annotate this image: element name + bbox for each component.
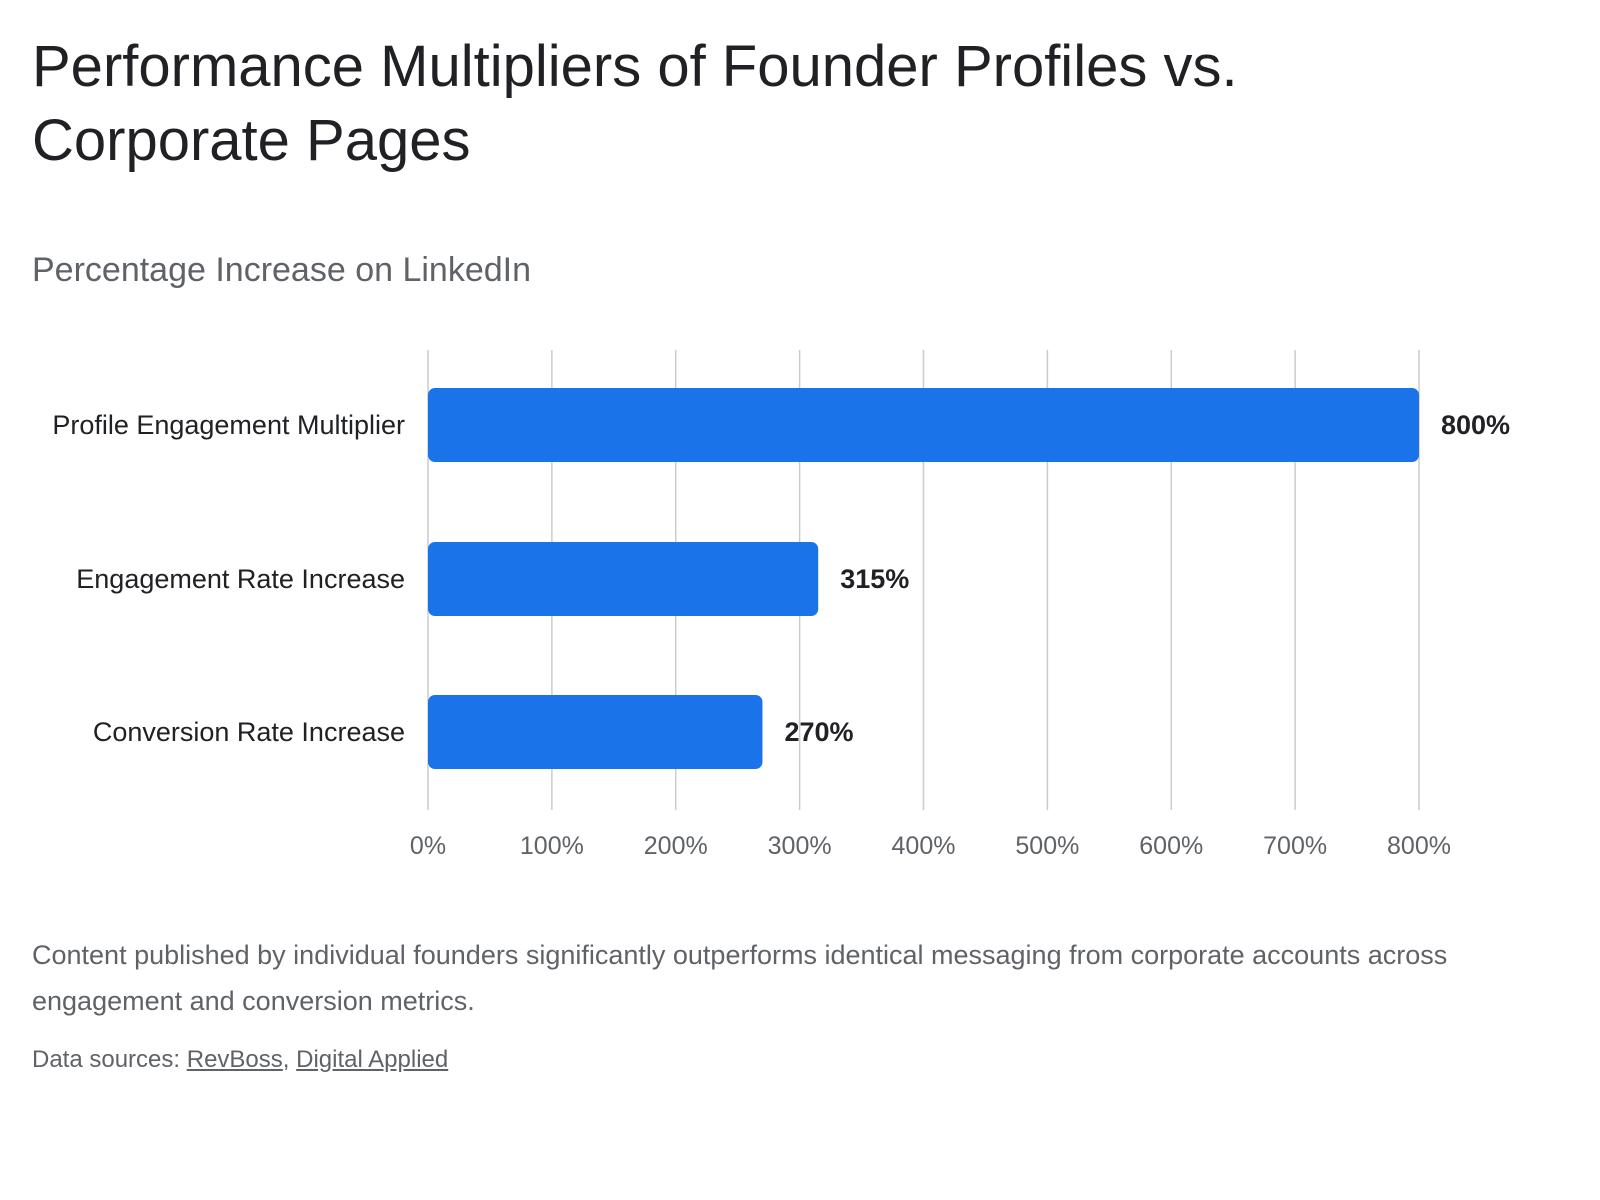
category-label: Engagement Rate Increase [76,564,405,594]
x-tick-label: 700% [1263,832,1327,860]
source-link-digital-applied[interactable]: Digital Applied [296,1046,449,1073]
x-tick-label: 400% [892,832,956,860]
category-label: Profile Engagement Multiplier [52,410,405,440]
data-sources-prefix: Data sources: [32,1046,187,1073]
x-tick-label: 100% [520,832,584,860]
x-tick-label: 0% [410,832,446,860]
chart-title: Performance Multipliers of Founder Profi… [32,34,1238,173]
x-tick-label: 600% [1139,832,1203,860]
x-tick-label: 800% [1387,832,1451,860]
bar [428,542,819,616]
source-separator: , [282,1046,297,1073]
chart-subtitle: Percentage Increase on LinkedIn [32,251,532,289]
data-label: 270% [784,717,853,747]
bar [428,388,1419,462]
category-label: Conversion Rate Increase [93,717,405,747]
x-tick-label: 500% [1015,832,1079,860]
bar [428,695,763,769]
data-sources: Data sources: RevBoss, Digital Applied [32,1044,448,1076]
data-label: 315% [840,564,909,594]
chart-description: Content published by individual founders… [32,940,1448,1016]
source-link-revboss[interactable]: RevBoss [186,1046,283,1073]
x-tick-label: 300% [768,832,832,860]
x-tick-label: 200% [644,832,708,860]
data-label: 800% [1441,410,1510,440]
bar-chart: 0% 100% 200% 300% 400% 500% 600% 700% 800% Profil… [52,350,1510,860]
